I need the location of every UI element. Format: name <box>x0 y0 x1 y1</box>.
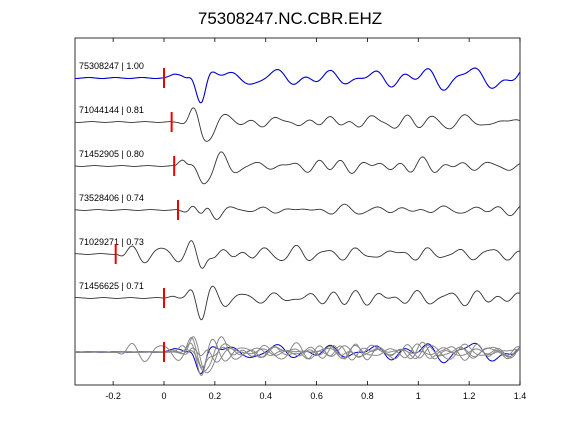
trace-line <box>75 67 521 104</box>
overlay-trace-line <box>75 338 521 376</box>
trace-label: 71044144 | 0.81 <box>79 105 144 115</box>
x-tick-label: 0 <box>161 391 166 401</box>
trace-label: 71029271 | 0.73 <box>79 237 144 247</box>
x-tick-label: 1.2 <box>463 391 476 401</box>
trace-label: 75308247 | 1.00 <box>79 61 144 71</box>
trace-line <box>74 285 521 321</box>
plot-frame <box>74 37 521 386</box>
overlay-trace-line <box>74 336 521 374</box>
trace-label: 71452905 | 0.80 <box>79 149 144 159</box>
x-tick-label: -0.2 <box>105 391 121 401</box>
trace-line <box>75 203 521 220</box>
overlay-stack <box>74 336 521 376</box>
x-tick-label: 0.6 <box>310 391 323 401</box>
x-tick-label: 1.4 <box>514 391 527 401</box>
x-tick-label: 1 <box>416 391 421 401</box>
x-tick-label: 0.2 <box>209 391 222 401</box>
trace-line <box>75 107 521 142</box>
x-axis-ticks: -0.2 0 0.2 0.4 0.6 0.8 1 1.2 1.4 <box>105 38 526 401</box>
x-tick-label: 0.8 <box>361 391 374 401</box>
trace-line <box>74 151 521 185</box>
plot-axes <box>74 37 521 386</box>
overlay-trace-line <box>75 337 520 368</box>
trace-label: 73528406 | 0.74 <box>79 193 144 203</box>
trace-line <box>74 240 521 269</box>
trace-label: 71456625 | 0.71 <box>79 281 144 291</box>
x-tick-label: 0.4 <box>259 391 272 401</box>
trace-stack: 75308247 | 1.00 71044144 | 0.81 71452905 |… <box>74 61 521 321</box>
chart-title: 75308247.NC.CBR.EHZ <box>198 9 382 28</box>
